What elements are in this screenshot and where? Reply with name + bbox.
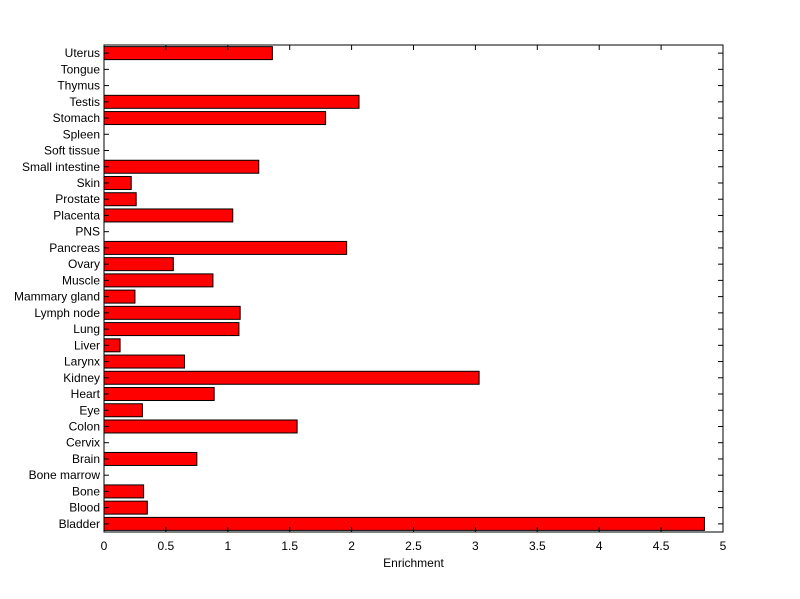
y-tick-label-lung: Lung xyxy=(73,322,100,336)
y-tick-label-blood: Blood xyxy=(69,501,100,515)
y-tick-label-brain: Brain xyxy=(72,452,100,466)
y-tick-label-cervix: Cervix xyxy=(66,436,100,450)
y-tick-label-tongue: Tongue xyxy=(61,62,101,76)
y-tick-label-pancreas: Pancreas xyxy=(49,241,100,255)
bar-lung xyxy=(103,322,240,337)
y-tick-label-bladder: Bladder xyxy=(59,517,100,531)
bar-kidney xyxy=(103,370,480,385)
y-tick-label-larynx: Larynx xyxy=(64,355,100,369)
x-tick-label-4: 2 xyxy=(348,539,355,553)
bar-pancreas xyxy=(103,240,348,255)
bar-blood xyxy=(103,500,148,515)
y-tick-label-uterus: Uterus xyxy=(65,46,100,60)
bar-lymph-node xyxy=(103,305,241,320)
y-tick-label-stomach: Stomach xyxy=(53,111,100,125)
bars-group xyxy=(103,46,705,531)
y-tick-label-lymph-node: Lymph node xyxy=(34,306,100,320)
x-tick-label-7: 3.5 xyxy=(529,539,546,553)
x-axis-label: Enrichment xyxy=(383,556,444,570)
y-tick-label-ovary: Ovary xyxy=(68,257,100,271)
y-tick-label-pns: PNS xyxy=(75,225,100,239)
y-tick-label-skin: Skin xyxy=(77,176,100,190)
bar-stomach xyxy=(103,111,327,126)
y-tick-label-muscle: Muscle xyxy=(62,273,100,287)
y-tick-label-placenta: Placenta xyxy=(53,208,100,222)
x-tick-label-5: 2.5 xyxy=(405,539,422,553)
bar-eye xyxy=(103,403,143,418)
plot-frame xyxy=(103,44,724,533)
bar-bladder xyxy=(103,516,705,531)
y-tick-label-bone-marrow: Bone marrow xyxy=(29,468,101,482)
y-tick-label-prostate: Prostate xyxy=(55,192,100,206)
y-tick-label-eye: Eye xyxy=(79,403,100,417)
x-tick-label-9: 4.5 xyxy=(653,539,670,553)
y-tick-label-thymus: Thymus xyxy=(57,79,100,93)
bar-uterus xyxy=(103,46,273,61)
x-tick-label-2: 1 xyxy=(224,539,231,553)
bar-heart xyxy=(103,387,215,402)
x-tick-label-6: 3 xyxy=(472,539,479,553)
x-tick-label-10: 5 xyxy=(720,539,727,553)
y-tick-label-soft-tissue: Soft tissue xyxy=(44,144,100,158)
bar-larynx xyxy=(103,354,185,369)
x-tick-label-3: 1.5 xyxy=(281,539,298,553)
y-tick-label-spleen: Spleen xyxy=(63,127,100,141)
y-tick-label-heart: Heart xyxy=(71,387,101,401)
y-tick-label-kidney: Kidney xyxy=(63,371,100,385)
y-tick-label-bone: Bone xyxy=(72,484,100,498)
x-tick-label-0: 0 xyxy=(101,539,108,553)
y-ticks-group: Bladder Blood Bone Bone marrow Brain Cervix Co… xyxy=(14,46,723,531)
bar-muscle xyxy=(103,273,214,288)
bar-colon xyxy=(103,419,298,434)
bar-brain xyxy=(103,451,198,466)
x-tick-label-8: 4 xyxy=(596,539,603,553)
y-tick-label-small-intestine: Small intestine xyxy=(22,160,100,174)
bar-ovary xyxy=(103,257,174,272)
y-tick-label-testis: Testis xyxy=(69,95,100,109)
y-tick-label-colon: Colon xyxy=(69,419,100,433)
bar-testis xyxy=(103,94,360,109)
y-tick-label-mammary-gland: Mammary gland xyxy=(14,290,100,304)
x-tick-label-1: 0.5 xyxy=(158,539,175,553)
bar-placenta xyxy=(103,208,234,223)
y-tick-label-liver: Liver xyxy=(74,338,100,352)
bar-small-intestine xyxy=(103,159,260,174)
bar-bone xyxy=(103,484,145,499)
